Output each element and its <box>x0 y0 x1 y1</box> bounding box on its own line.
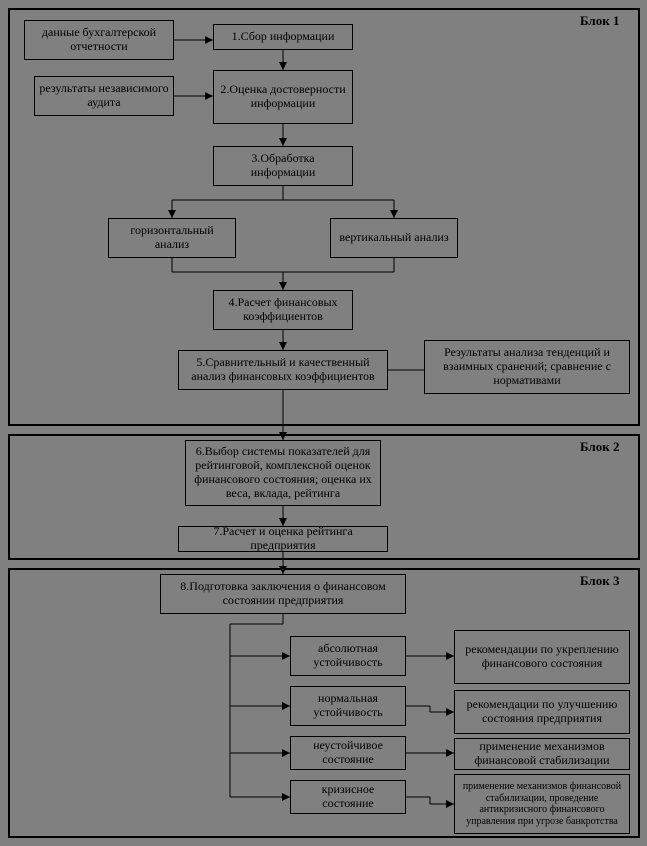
node-n6: 6.Выбор системы показателей для рейтинго… <box>185 440 381 506</box>
node-n8: 8.Подготовка заключения о финансовом сос… <box>160 574 406 614</box>
block-label-b3: Блок 3 <box>580 573 619 589</box>
flowchart-canvas: Блок 1 Блок 2 Блок 3 данные бухгалтерской о… <box>0 0 647 846</box>
node-s1: абсолютная устойчивость <box>290 636 406 676</box>
block-label-b2: Блок 2 <box>580 439 619 455</box>
node-r2: рекомендации по улучшению состояния пред… <box>454 690 630 734</box>
block-label-b1: Блок 1 <box>580 13 619 29</box>
node-n_res: Результаты анализа тенденций и взаимных … <box>424 340 630 394</box>
node-n3: 3.Обработка информации <box>213 146 353 186</box>
node-n4: 4.Расчет финансовых коэффициентов <box>213 290 353 330</box>
node-n_aud: результаты независимого аудита <box>34 76 174 116</box>
node-n_acc: данные бухгалтерской отчетности <box>24 20 174 60</box>
node-r4: применение механизмов финансовой стабили… <box>454 774 630 834</box>
node-n2: 2.Оценка достоверности информации <box>213 70 353 124</box>
node-n7: 7.Расчет и оценка рейтинга предприятия <box>178 526 388 552</box>
node-r1: рекомендации по укреплению финансового с… <box>454 630 630 684</box>
node-n5: 5.Сравнительный и качественный анализ фи… <box>178 350 388 390</box>
node-n_h: горизонтальный анализ <box>108 218 236 258</box>
node-s2: нормальная устойчивость <box>290 686 406 726</box>
node-s3: неустойчивое состояние <box>290 736 406 770</box>
node-n1: 1.Сбор информации <box>213 24 353 50</box>
node-s4: кризисное состояние <box>290 780 406 814</box>
node-n_v: вертикальный анализ <box>330 218 458 258</box>
node-r3: применение механизмов финансовой стабили… <box>454 738 630 770</box>
